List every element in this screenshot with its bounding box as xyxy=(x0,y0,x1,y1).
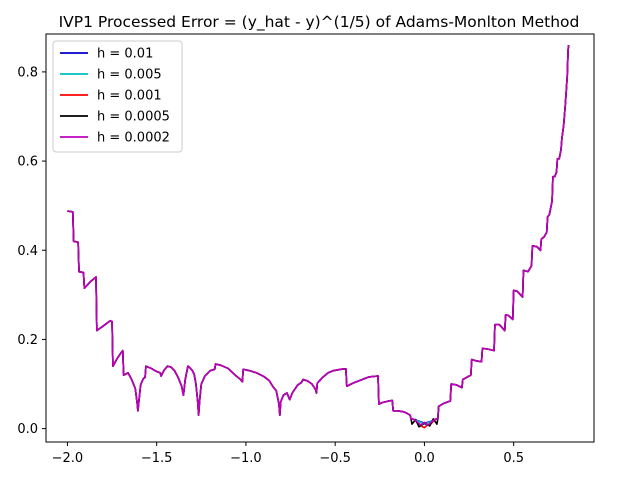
y-tick-label: 0.8 xyxy=(17,65,38,80)
legend-label-3: h = 0.001 xyxy=(97,89,162,104)
x-axis: −2.0 −1.5 −1.0 −0.5 0.0 0.5 xyxy=(52,442,524,466)
y-axis: 0.0 0.2 0.4 0.6 0.8 xyxy=(17,65,46,437)
legend: h = 0.01 h = 0.005 h = 0.001 h = 0.0005 h = … xyxy=(52,40,183,153)
x-tick-label: −1.5 xyxy=(141,451,173,466)
y-tick-label: 0.2 xyxy=(17,333,38,348)
x-tick-label: 0.5 xyxy=(503,451,524,466)
series-line-5 xyxy=(67,45,570,426)
series-layer xyxy=(67,45,570,429)
x-tick-label: 0.0 xyxy=(414,451,435,466)
legend-label-2: h = 0.005 xyxy=(97,68,162,83)
x-tick-label: −1.0 xyxy=(230,451,262,466)
x-tick-label: −0.5 xyxy=(319,451,351,466)
legend-label-5: h = 0.0002 xyxy=(97,131,170,146)
legend-frame xyxy=(52,40,183,153)
legend-label-1: h = 0.01 xyxy=(97,47,153,62)
x-tick-label: −2.0 xyxy=(52,451,84,466)
y-tick-label: 0.4 xyxy=(17,244,38,259)
legend-label-4: h = 0.0005 xyxy=(97,110,170,125)
chart-title: IVP1 Processed Error = (y_hat - y)^(1/5)… xyxy=(59,13,580,32)
y-tick-label: 0.6 xyxy=(17,155,38,170)
y-tick-label: 0.0 xyxy=(17,422,38,437)
axes-frame xyxy=(45,33,595,443)
